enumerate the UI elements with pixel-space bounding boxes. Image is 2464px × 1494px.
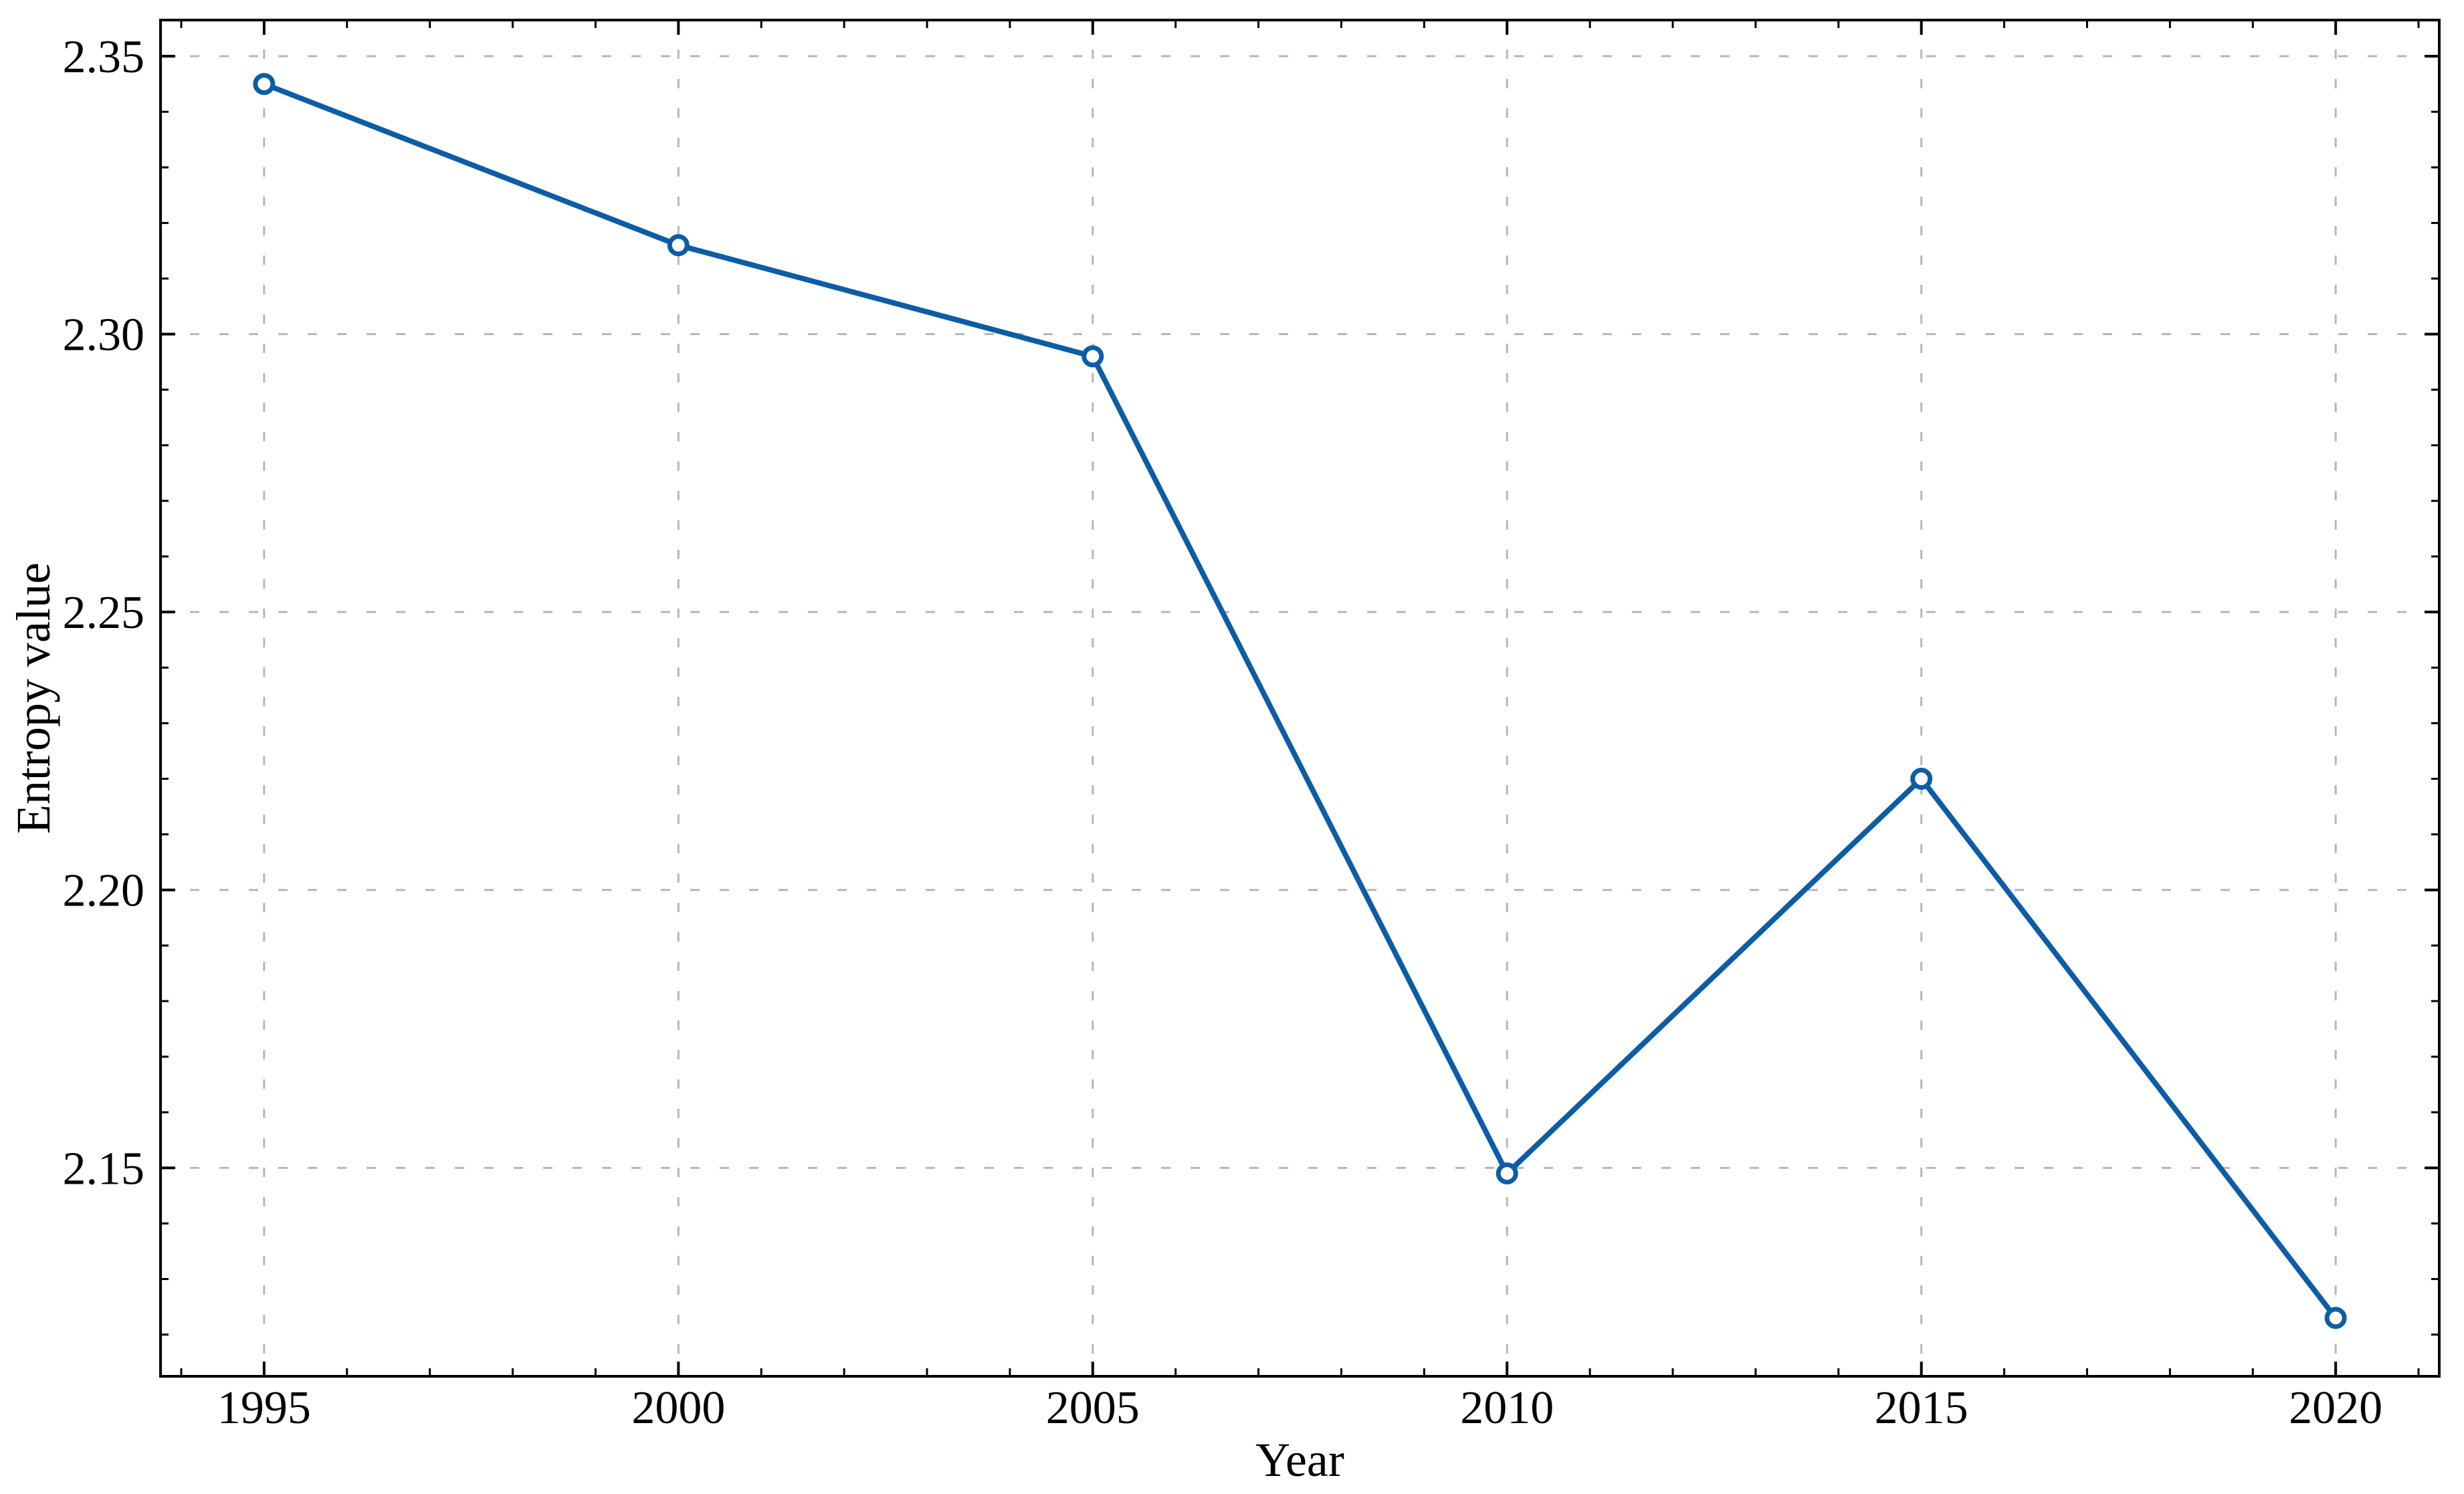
x-tick-label: 2015 bbox=[1875, 1382, 1968, 1434]
data-point-marker bbox=[253, 73, 276, 96]
y-tick-label: 2.15 bbox=[63, 1143, 145, 1194]
y-tick-label: 2.30 bbox=[63, 310, 145, 361]
data-point-marker bbox=[1496, 1162, 1518, 1185]
data-line bbox=[261, 81, 2339, 1321]
y-axis-label: Entropy value bbox=[7, 562, 60, 834]
data-point-marker bbox=[1082, 345, 1104, 368]
x-tick-label: 2000 bbox=[631, 1382, 725, 1434]
x-tick-label: 2005 bbox=[1046, 1382, 1140, 1434]
x-tick-label: 2020 bbox=[2289, 1382, 2382, 1434]
x-axis-label: Year bbox=[1255, 1433, 1344, 1487]
x-tick-label: 2010 bbox=[1460, 1382, 1554, 1434]
y-tick-label: 2.20 bbox=[63, 865, 145, 917]
y-tick-label: 2.25 bbox=[63, 587, 145, 639]
data-point-marker bbox=[1910, 768, 1933, 790]
x-tick-label: 1995 bbox=[217, 1382, 311, 1434]
axis-spines bbox=[159, 19, 2441, 1378]
data-point-marker bbox=[667, 234, 690, 257]
y-tick-label: 2.35 bbox=[63, 31, 145, 83]
data-point-marker bbox=[2324, 1307, 2347, 1329]
